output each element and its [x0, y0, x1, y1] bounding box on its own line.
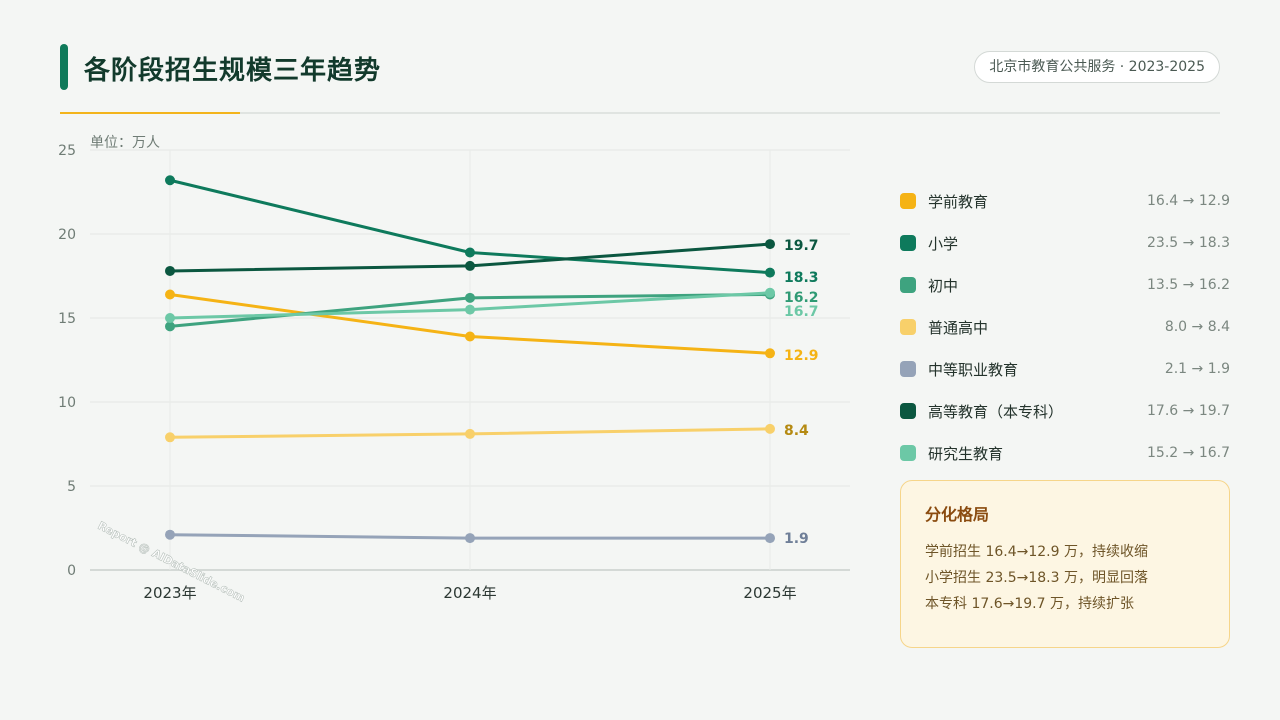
data-point [765, 287, 775, 298]
end-value-label: 12.9 [784, 348, 819, 364]
legend-range: 15.2 → 16.7 [1147, 445, 1230, 461]
legend-name: 小学 [928, 234, 959, 253]
data-point [165, 313, 175, 323]
legend-range: 23.5 → 18.3 [1147, 235, 1230, 251]
header-divider-accent [60, 112, 240, 114]
title-accent-bar [60, 44, 68, 90]
header-divider [60, 112, 1220, 114]
legend-swatch [900, 235, 916, 251]
legend-swatch [900, 277, 916, 293]
legend-swatch [900, 319, 916, 335]
legend-swatch [900, 445, 916, 461]
unit-label: 单位：万人 [90, 135, 160, 151]
end-value-label: 16.2 [784, 290, 819, 306]
legend-name: 研究生教育 [928, 444, 1004, 463]
data-point [765, 267, 775, 278]
end-value-label: 16.7 [784, 304, 819, 320]
insight-line: 学前招生 16.4→12.9 万，持续收缩 [925, 544, 1148, 560]
legend-item: 初中 13.5 → 16.2 [900, 264, 1230, 306]
data-point [465, 304, 475, 315]
legend-swatch [900, 361, 916, 377]
legend-name: 中等职业教育 [928, 360, 1019, 379]
x-tick-label: 2023年 [143, 584, 196, 602]
legend-item: 研究生教育 15.2 → 16.7 [900, 432, 1230, 474]
legend-name: 普通高中 [928, 318, 989, 337]
data-point [765, 348, 775, 359]
legend-item: 高等教育（本专科） 17.6 → 19.7 [900, 390, 1230, 432]
data-point [465, 331, 475, 342]
data-point [165, 289, 175, 300]
legend-range: 16.4 → 12.9 [1147, 193, 1230, 209]
legend-range: 13.5 → 16.2 [1147, 277, 1230, 293]
legend-item: 学前教育 16.4 → 12.9 [900, 180, 1230, 222]
data-point [765, 239, 775, 250]
legend: 学前教育 16.4 → 12.9 小学 23.5 → 18.3 初中 13.5 → 16.… [900, 180, 1230, 474]
data-point [765, 533, 775, 544]
end-value-label: 18.3 [784, 270, 819, 286]
insight-line: 小学招生 23.5→18.3 万，明显回落 [925, 570, 1148, 586]
data-point [165, 321, 175, 332]
legend-swatch [900, 403, 916, 419]
legend-item: 中等职业教育 2.1 → 1.9 [900, 348, 1230, 390]
legend-swatch [900, 193, 916, 209]
legend-name: 学前教育 [928, 192, 989, 211]
legend-range: 8.0 → 8.4 [1164, 319, 1230, 335]
insight-card: 分化格局 学前招生 16.4→12.9 万，持续收缩 小学招生 23.5→18.… [900, 480, 1230, 648]
x-tick-label: 2024年 [443, 584, 496, 602]
legend-item: 普通高中 8.0 → 8.4 [900, 306, 1230, 348]
y-tick-label: 15 [58, 311, 76, 327]
data-point [465, 247, 475, 258]
end-value-label: 1.9 [784, 531, 809, 547]
legend-range: 17.6 → 19.7 [1147, 403, 1230, 419]
legend-item: 小学 23.5 → 18.3 [900, 222, 1230, 264]
insight-title: 分化格局 [925, 505, 990, 524]
data-point [765, 423, 775, 434]
y-tick-label: 25 [58, 143, 76, 159]
data-point [465, 260, 475, 271]
data-point [165, 529, 175, 540]
data-point [465, 533, 475, 544]
legend-range: 2.1 → 1.9 [1164, 361, 1230, 377]
insight-line: 本专科 17.6→19.7 万，持续扩张 [925, 596, 1134, 612]
y-tick-label: 5 [67, 479, 76, 495]
source-badge: 北京市教育公共服务 · 2023-2025 [974, 51, 1220, 83]
y-tick-label: 20 [58, 227, 76, 243]
y-tick-label: 10 [58, 395, 76, 411]
end-value-label: 19.7 [784, 238, 819, 254]
y-tick-label: 0 [67, 563, 76, 579]
data-point [165, 265, 175, 276]
data-point [465, 292, 475, 303]
data-point [165, 175, 175, 186]
legend-name: 高等教育（本专科） [928, 402, 1064, 421]
legend-name: 初中 [928, 276, 959, 295]
x-tick-label: 2025年 [743, 584, 796, 602]
data-point [465, 428, 475, 439]
page-title: 各阶段招生规模三年趋势 [84, 56, 382, 86]
data-point [165, 432, 175, 443]
end-value-label: 8.4 [784, 423, 809, 439]
